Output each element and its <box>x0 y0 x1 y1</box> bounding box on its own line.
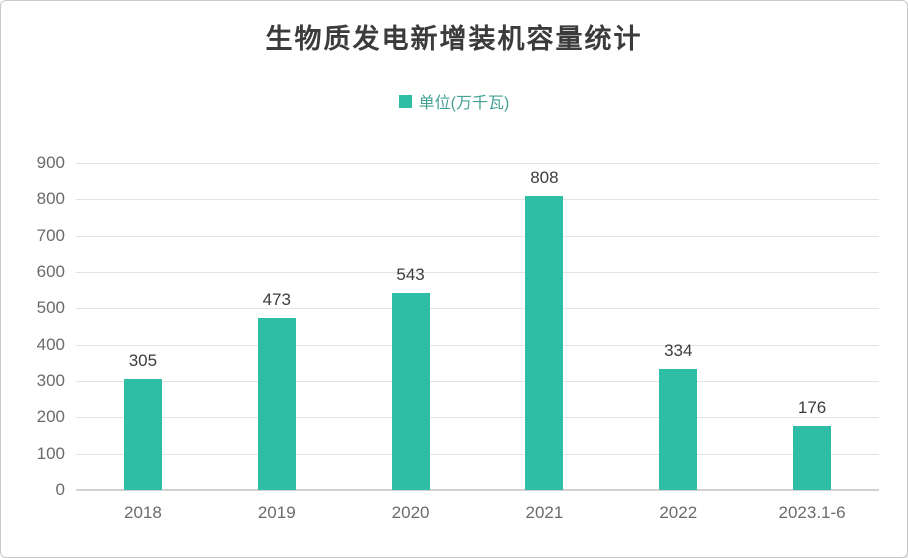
gridline <box>76 272 879 273</box>
x-tick-label: 2020 <box>391 503 430 522</box>
bar <box>123 379 162 490</box>
y-tick-label: 0 <box>55 480 65 499</box>
chart-title: 生物质发电新增装机容量统计 <box>265 24 643 54</box>
gridline <box>76 417 879 419</box>
bar-value-label: 543 <box>396 264 425 284</box>
gridline <box>76 453 879 455</box>
gridline <box>76 308 879 310</box>
bar <box>391 292 430 490</box>
bar-value-label: 473 <box>262 290 291 310</box>
x-tick-label: 2022 <box>659 503 698 522</box>
legend: 单位(万千瓦) <box>1 89 907 113</box>
y-tick-label: 500 <box>36 298 65 318</box>
legend-marker-icon <box>398 94 412 108</box>
x-axis-line <box>76 489 879 491</box>
y-tick-label: 800 <box>36 189 65 209</box>
bar-value-label: 305 <box>128 351 158 371</box>
bar-value-label: 176 <box>797 398 827 418</box>
y-tick-label: 300 <box>36 371 65 390</box>
bar <box>257 318 296 490</box>
legend-label: 单位(万千瓦) <box>418 95 510 112</box>
x-tick-label: 2019 <box>257 503 296 522</box>
gridline <box>76 235 879 237</box>
y-tick-label: 400 <box>36 334 65 354</box>
gridline <box>76 381 879 382</box>
y-tick-label: 700 <box>36 225 65 245</box>
gridline <box>76 163 879 164</box>
y-tick-label: 100 <box>36 443 65 463</box>
x-tick-label: 2021 <box>525 503 564 522</box>
bar-value-label: 334 <box>664 340 693 360</box>
y-tick-label: 600 <box>36 262 65 281</box>
bar <box>525 196 564 490</box>
plot-area: 0 100 200 300 400 500 600 700 800 900 305 2018 473 20… <box>37 153 879 522</box>
gridline <box>76 199 879 201</box>
gridline <box>76 344 879 346</box>
bar <box>659 368 698 490</box>
x-tick-label: 2018 <box>123 503 162 522</box>
y-tick-label: 900 <box>36 153 65 172</box>
bar <box>793 426 832 490</box>
y-tick-label: 200 <box>36 407 65 427</box>
bar-value-label: 808 <box>530 168 559 188</box>
x-tick-label: 2023.1-6 <box>778 503 846 522</box>
